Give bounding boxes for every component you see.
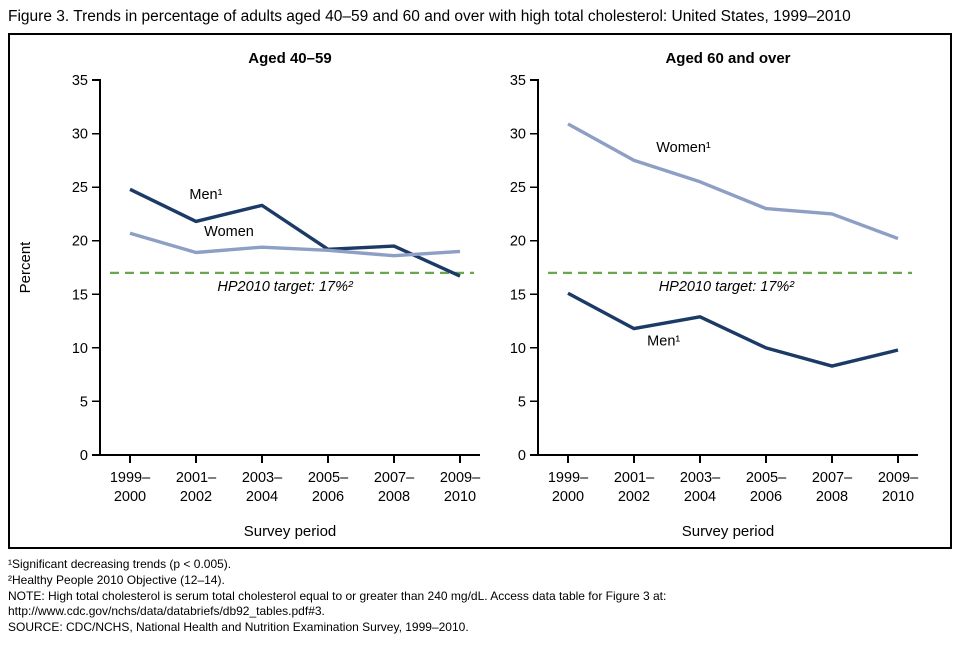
svg-text:25: 25 <box>72 181 88 197</box>
chart-aged-40-59: Aged 40–59 HP2010 target: 17%² 0 5 10 15 20 25 3… <box>17 50 481 540</box>
svg-text:Aged 60 and over: Aged 60 and over <box>665 50 790 67</box>
svg-text:2005–: 2005– <box>746 470 787 486</box>
figure-box: Aged 40–59 HP2010 target: 17%² 0 5 10 15 20 25 3… <box>8 33 952 550</box>
svg-text:1999–: 1999– <box>110 470 151 486</box>
footnote-significance: ¹Significant decreasing trends (p < 0.00… <box>8 557 232 572</box>
svg-text:2003–: 2003– <box>680 470 721 486</box>
svg-text:HP2010 target: 17%²: HP2010 target: 17%² <box>659 280 796 296</box>
svg-text:20: 20 <box>72 234 88 250</box>
footnotes: ¹Significant decreasing trends (p < 0.00… <box>0 549 960 635</box>
svg-text:2010: 2010 <box>444 489 476 505</box>
svg-text:2006: 2006 <box>750 489 782 505</box>
svg-text:2009–: 2009– <box>878 470 919 486</box>
svg-text:2001–: 2001– <box>176 470 217 486</box>
svg-text:Aged 40–59: Aged 40–59 <box>248 50 331 67</box>
svg-text:2002: 2002 <box>618 489 650 505</box>
svg-text:2010: 2010 <box>882 489 914 505</box>
chart-aged-60-and-over: Aged 60 and over HP2010 target: 17%² 0 5 10 1… <box>510 50 919 540</box>
svg-text:Men¹: Men¹ <box>189 187 222 203</box>
svg-text:2009–: 2009– <box>440 470 481 486</box>
svg-text:2008: 2008 <box>816 489 848 505</box>
svg-text:Women¹: Women¹ <box>656 140 711 156</box>
svg-text:35: 35 <box>510 73 526 89</box>
svg-text:0: 0 <box>80 448 88 464</box>
svg-text:Women: Women <box>204 224 254 240</box>
svg-text:10: 10 <box>72 341 88 357</box>
svg-text:2006: 2006 <box>312 489 344 505</box>
svg-text:5: 5 <box>518 395 526 411</box>
svg-text:2005–: 2005– <box>308 470 349 486</box>
svg-text:2007–: 2007– <box>374 470 415 486</box>
svg-text:30: 30 <box>72 127 88 143</box>
figure-title: Figure 3. Trends in percentage of adults… <box>8 8 851 25</box>
svg-text:5: 5 <box>80 395 88 411</box>
svg-text:30: 30 <box>510 127 526 143</box>
svg-text:Men¹: Men¹ <box>647 334 680 350</box>
svg-text:2004: 2004 <box>684 489 716 505</box>
svg-text:10: 10 <box>510 341 526 357</box>
footnote-note: NOTE: High total cholesterol is serum to… <box>8 588 667 619</box>
svg-text:2008: 2008 <box>378 489 410 505</box>
svg-text:15: 15 <box>72 288 88 304</box>
svg-text:0: 0 <box>518 448 526 464</box>
footnote-source: SOURCE: CDC/NCHS, National Health and Nu… <box>8 619 469 634</box>
svg-text:15: 15 <box>510 288 526 304</box>
svg-text:35: 35 <box>72 73 88 89</box>
svg-text:2007–: 2007– <box>812 470 853 486</box>
svg-text:1999–: 1999– <box>548 470 589 486</box>
footnote-hp2010-objective: ²Healthy People 2010 Objective (12–14). <box>8 573 225 588</box>
svg-text:Survey period: Survey period <box>682 523 775 540</box>
svg-text:2004: 2004 <box>246 489 278 505</box>
svg-text:2001–: 2001– <box>614 470 655 486</box>
svg-text:Survey period: Survey period <box>244 523 337 540</box>
svg-text:HP2010 target: 17%²: HP2010 target: 17%² <box>217 280 354 296</box>
svg-text:20: 20 <box>510 234 526 250</box>
svg-text:2002: 2002 <box>180 489 212 505</box>
svg-text:2003–: 2003– <box>242 470 283 486</box>
svg-text:25: 25 <box>510 181 526 197</box>
svg-text:2000: 2000 <box>114 489 146 505</box>
svg-text:Percent: Percent <box>17 241 34 294</box>
svg-text:2000: 2000 <box>552 489 584 505</box>
